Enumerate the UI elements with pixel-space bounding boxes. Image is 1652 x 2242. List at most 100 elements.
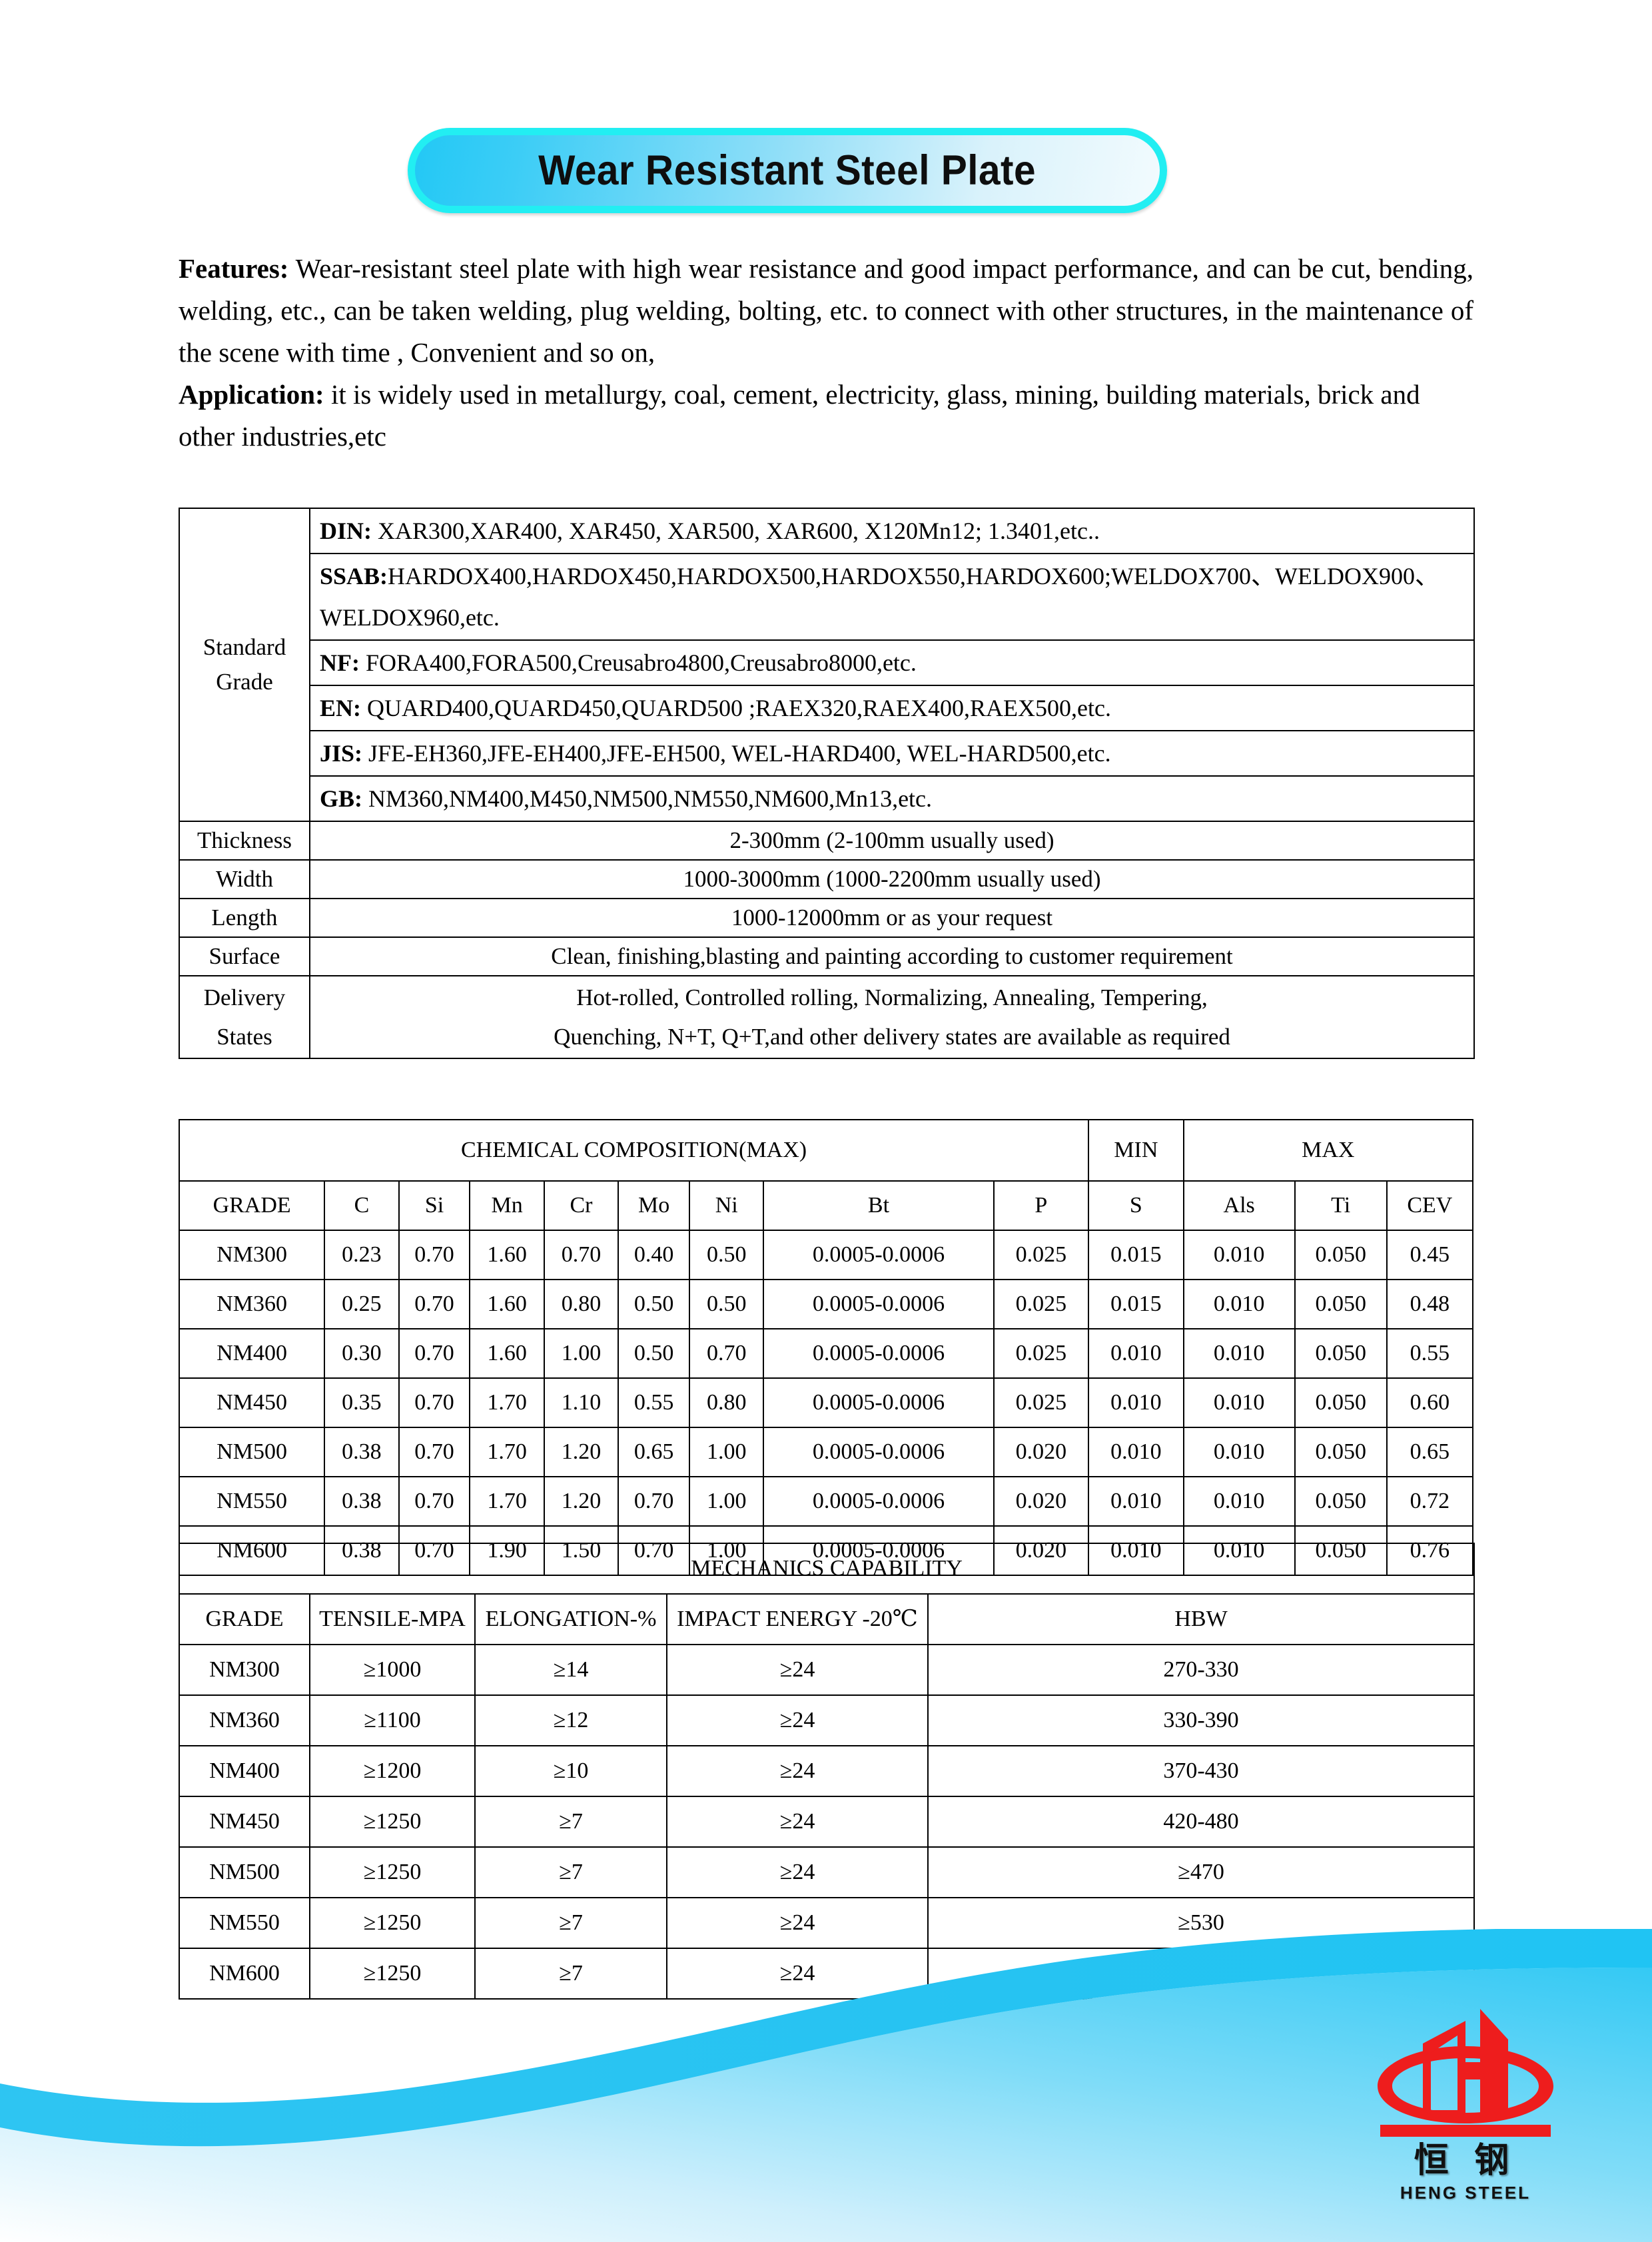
chem-cell-mo: 0.50 [618,1328,691,1379]
chem-cell-als: 0.010 [1182,1279,1296,1329]
chem-cell-p: 0.025 [993,1230,1090,1280]
chem-cell-ti: 0.050 [1294,1328,1388,1379]
chem-cell-ni: 0.50 [689,1230,765,1280]
chem-col-header-si: Si [398,1180,471,1231]
chem-cell-grade: NM400 [178,1328,326,1379]
mechanics-capability-table: MECHANICS CAPABILITY GRADE TENSILE-MPA E… [178,1543,1475,2000]
standard-grade-label-cell: Standard Grade [179,508,310,822]
logo-mark [1378,2009,1553,2137]
chem-cell-cr: 0.80 [543,1279,620,1329]
chem-col-header-cr: Cr [543,1180,620,1231]
chem-cell-grade: NM450 [178,1377,326,1428]
mech-cell-impact-energy: ≥24 [666,1846,929,1898]
mech-cell-hbw: 270-330 [927,1644,1475,1696]
chem-cell-grade: NM550 [178,1476,326,1527]
chem-cell-c: 0.38 [324,1427,400,1477]
table-row: NM550 0.38 0.70 1.70 1.20 0.70 1.00 0.00… [178,1476,1474,1527]
chem-cell-p: 0.025 [993,1377,1090,1428]
chem-col-header-ni: Ni [689,1180,765,1231]
chem-cell-p: 0.025 [993,1328,1090,1379]
chem-cell-cev: 0.45 [1386,1230,1474,1280]
chem-cell-mo: 0.50 [618,1279,691,1329]
mech-cell-impact-energy: ≥24 [666,1796,929,1848]
table-row: GRADE C Si Mn Cr Mo Ni Bt P S Als Ti CEV [178,1180,1474,1231]
mech-col-header-tensile: TENSILE-MPA [309,1593,476,1645]
chem-cell-cr: 1.20 [543,1476,620,1527]
table-row: NM600 ≥1250 ≥7 ≥24 ≥570 [179,1948,1475,2000]
chem-cell-mo: 0.65 [618,1427,691,1477]
table-row: GB: NM360,NM400,M450,NM500,NM550,NM600,M… [179,775,1475,822]
chem-cell-bt: 0.0005-0.0006 [763,1476,995,1527]
table-row: NM450 0.35 0.70 1.70 1.10 0.55 0.80 0.00… [178,1377,1474,1428]
chem-cell-p: 0.020 [993,1427,1090,1477]
chem-cell-si: 0.70 [398,1328,471,1379]
table-row: NM400 ≥1200 ≥10 ≥24 370-430 [179,1745,1475,1797]
page-title: Wear Resistant Steel Plate [538,147,1036,194]
chem-col-header-mo: Mo [618,1180,691,1231]
mech-cell-grade: NM450 [179,1796,310,1848]
chem-cell-mn: 1.60 [469,1230,545,1280]
chem-cell-bt: 0.0005-0.0006 [763,1230,995,1280]
chem-cell-ni: 0.80 [689,1377,765,1428]
grade-row-ssab: SSAB:HARDOX400,HARDOX450,HARDOX500,HARDO… [309,553,1475,641]
table-row: Standard Grade DIN: XAR300,XAR400, XAR45… [179,508,1475,822]
chem-cell-ni: 0.50 [689,1279,765,1329]
mech-cell-tensile: ≥1250 [309,1897,476,1949]
application-body: it is widely used in metallurgy, coal, c… [179,379,1420,452]
chem-cell-si: 0.70 [398,1230,471,1280]
chem-cell-ni: 1.00 [689,1476,765,1527]
chem-cell-als: 0.010 [1182,1230,1296,1280]
logo-underline-bar [1380,2125,1551,2137]
chem-cell-mo: 0.55 [618,1377,691,1428]
mech-cell-hbw: 370-430 [927,1745,1475,1797]
chem-cell-ni: 1.00 [689,1427,765,1477]
mech-cell-tensile: ≥1250 [309,1948,476,2000]
mech-section-title: MECHANICS CAPABILITY [178,1543,1475,1595]
mech-cell-hbw: ≥470 [927,1846,1475,1898]
chem-cell-grade: NM500 [178,1427,326,1477]
grade-row-nf: NF: FORA400,FORA500,Creusabro4800,Creusa… [309,639,1475,686]
chem-cell-si: 0.70 [398,1279,471,1329]
chem-cell-ni: 0.70 [689,1328,765,1379]
chem-cell-grade: NM300 [178,1230,326,1280]
logo-tower-right [1480,2009,1508,2118]
chem-cell-mn: 1.70 [469,1377,545,1428]
company-logo: 恒 钢 HENG STEEL [1366,2005,1565,2203]
chem-col-header-c: C [324,1180,400,1231]
grade-row-gb: GB: NM360,NM400,M450,NM500,NM550,NM600,M… [309,775,1475,822]
grade-row-din: DIN: XAR300,XAR400, XAR450, XAR500, XAR6… [309,508,1475,554]
table-row: NM300 ≥1000 ≥14 ≥24 270-330 [179,1644,1475,1696]
logo-english-name: HENG STEEL [1400,2183,1531,2203]
table-row: NM500 ≥1250 ≥7 ≥24 ≥470 [179,1846,1475,1898]
spec-value-delivery-states: Hot-rolled, Controlled rolling, Normaliz… [309,975,1475,1059]
spec-label-thickness: Thickness [179,821,310,861]
chem-cell-als: 0.010 [1182,1328,1296,1379]
table-row: NM360 ≥1100 ≥12 ≥24 330-390 [179,1694,1475,1746]
mech-col-header-impact-energy: IMPACT ENERGY -20℃ [666,1593,929,1645]
chem-cell-ti: 0.050 [1294,1377,1388,1428]
chem-cell-si: 0.70 [398,1476,471,1527]
mech-cell-hbw: 420-480 [927,1796,1475,1848]
grade-list-jis: JFE-EH360,JFE-EH400,JFE-EH500, WEL-HARD4… [362,740,1111,767]
spec-label-length: Length [179,898,310,938]
grade-list-din: XAR300,XAR400, XAR450, XAR500, XAR600, X… [372,518,1100,544]
table-row: Width 1000-3000mm (1000-2200mm usually u… [179,859,1475,899]
mech-cell-tensile: ≥1250 [309,1846,476,1898]
table-row: Length 1000-12000mm or as your request [179,898,1475,938]
mech-cell-impact-energy: ≥24 [666,1897,929,1949]
table-row: EN: QUARD400,QUARD450,QUARD500 ;RAEX320,… [179,685,1475,731]
features-body: Wear-resistant steel plate with high wea… [179,253,1473,368]
chem-cell-cr: 1.00 [543,1328,620,1379]
chem-group-header-composition: CHEMICAL COMPOSITION(MAX) [178,1119,1090,1182]
mech-cell-hbw: ≥570 [927,1948,1475,2000]
table-row: CHEMICAL COMPOSITION(MAX) MIN MAX [178,1119,1474,1182]
chem-cell-bt: 0.0005-0.0006 [763,1328,995,1379]
grade-org-ssab: SSAB: [320,563,388,589]
mech-cell-impact-energy: ≥24 [666,1745,929,1797]
mech-cell-grade: NM500 [179,1846,310,1898]
chem-cell-s: 0.015 [1088,1230,1184,1280]
chem-cell-ti: 0.050 [1294,1230,1388,1280]
chem-col-header-bt: Bt [763,1180,995,1231]
spec-label-width: Width [179,859,310,899]
chem-cell-mo: 0.70 [618,1476,691,1527]
